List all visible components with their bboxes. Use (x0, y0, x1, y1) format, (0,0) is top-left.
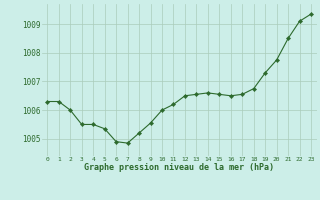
X-axis label: Graphe pression niveau de la mer (hPa): Graphe pression niveau de la mer (hPa) (84, 163, 274, 172)
